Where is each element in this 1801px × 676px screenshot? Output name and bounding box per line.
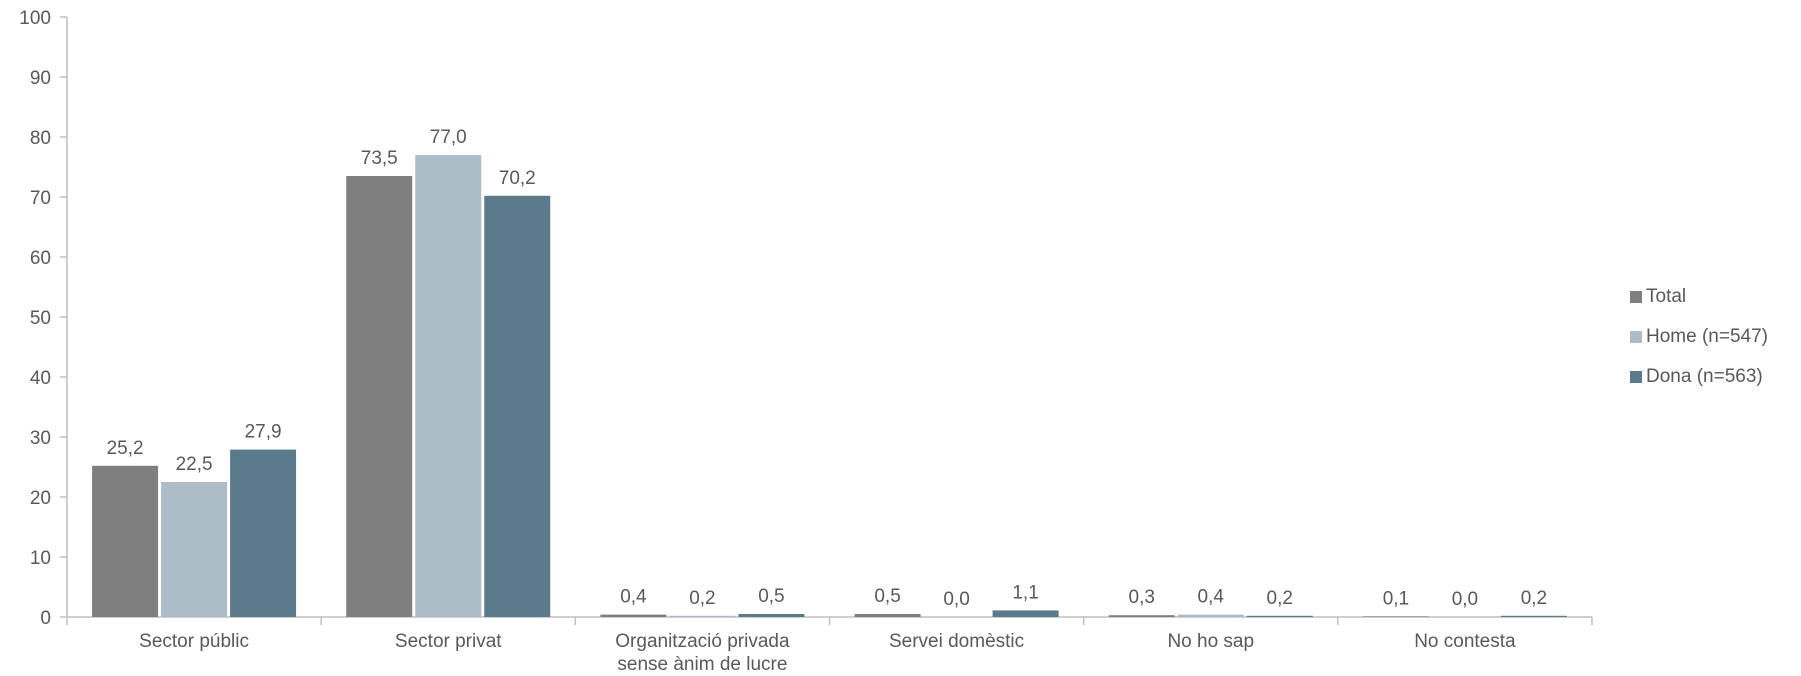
value-label: 70,2 [499, 168, 536, 189]
legend-label: Home (n=547) [1646, 326, 1768, 347]
x-axis: Sector públic Sector privat Organització p… [66, 616, 1593, 675]
value-label: 0,2 [1521, 588, 1547, 609]
legend-label: Dona (n=563) [1646, 366, 1763, 387]
value-label: 0,0 [943, 589, 969, 610]
bar [161, 482, 228, 617]
value-label: 77,0 [430, 127, 467, 148]
bar [346, 176, 413, 617]
value-label: 0,5 [758, 586, 784, 607]
x-category-label: Servei domèstic [889, 631, 1024, 652]
legend-label: Total [1646, 286, 1686, 307]
value-label: 25,2 [107, 438, 144, 459]
x-category-label: Sector públic [139, 631, 249, 652]
bar [230, 449, 297, 617]
bar [854, 614, 921, 617]
value-label: 0,0 [1452, 589, 1478, 610]
y-tick-label: 20 [30, 488, 51, 509]
x-category-label: No contesta [1414, 631, 1516, 652]
value-label: 0,5 [874, 586, 900, 607]
bar [415, 155, 482, 617]
y-tick-label: 40 [30, 368, 51, 389]
value-label: 0,1 [1383, 588, 1409, 609]
value-label: 0,2 [689, 588, 715, 609]
bar [669, 615, 736, 617]
y-tick-label: 30 [30, 428, 51, 449]
legend-swatch [1630, 371, 1642, 383]
y-tick-label: 0 [40, 608, 51, 629]
value-label: 0,4 [1198, 587, 1225, 608]
x-category-label: Sector privat [395, 631, 502, 652]
value-label: 0,2 [1267, 588, 1293, 609]
bar [484, 195, 551, 618]
y-tick-label: 80 [30, 128, 51, 149]
y-tick-label: 50 [30, 308, 51, 329]
y-tick-label: 70 [30, 188, 51, 209]
value-label: 0,4 [620, 587, 647, 608]
y-tick-label: 10 [30, 548, 51, 569]
value-label: 22,5 [176, 454, 213, 475]
bar [600, 614, 667, 617]
bar [1500, 615, 1567, 617]
y-tick-label: 100 [19, 8, 51, 29]
legend-swatch [1630, 331, 1642, 343]
bar [1108, 615, 1175, 617]
legend: Total Home (n=547) Dona (n=563) [1630, 286, 1768, 387]
y-tick-label: 90 [30, 68, 51, 89]
bar [738, 614, 805, 617]
value-label: 27,9 [245, 422, 282, 443]
value-label: 73,5 [361, 148, 398, 169]
y-axis: 0 10 20 30 40 50 60 70 80 90 100 [19, 8, 68, 629]
bar [1246, 615, 1313, 617]
legend-swatch [1630, 291, 1642, 303]
x-category-label: No ho sap [1167, 631, 1254, 652]
y-tick-label: 60 [30, 248, 51, 269]
bars [92, 155, 1567, 618]
value-labels: 25,2 73,5 0,4 0,5 0,3 0,1 22,5 77,0 0,2 0,0 0,4 0,0… [107, 127, 1548, 610]
bar [1362, 616, 1429, 617]
bar [992, 610, 1059, 617]
bar [1177, 614, 1244, 617]
x-category-label: Organització privada sense ànim de lucre [615, 631, 790, 675]
value-label: 1,1 [1012, 582, 1038, 603]
bar [92, 465, 159, 617]
value-label: 0,3 [1129, 587, 1155, 608]
